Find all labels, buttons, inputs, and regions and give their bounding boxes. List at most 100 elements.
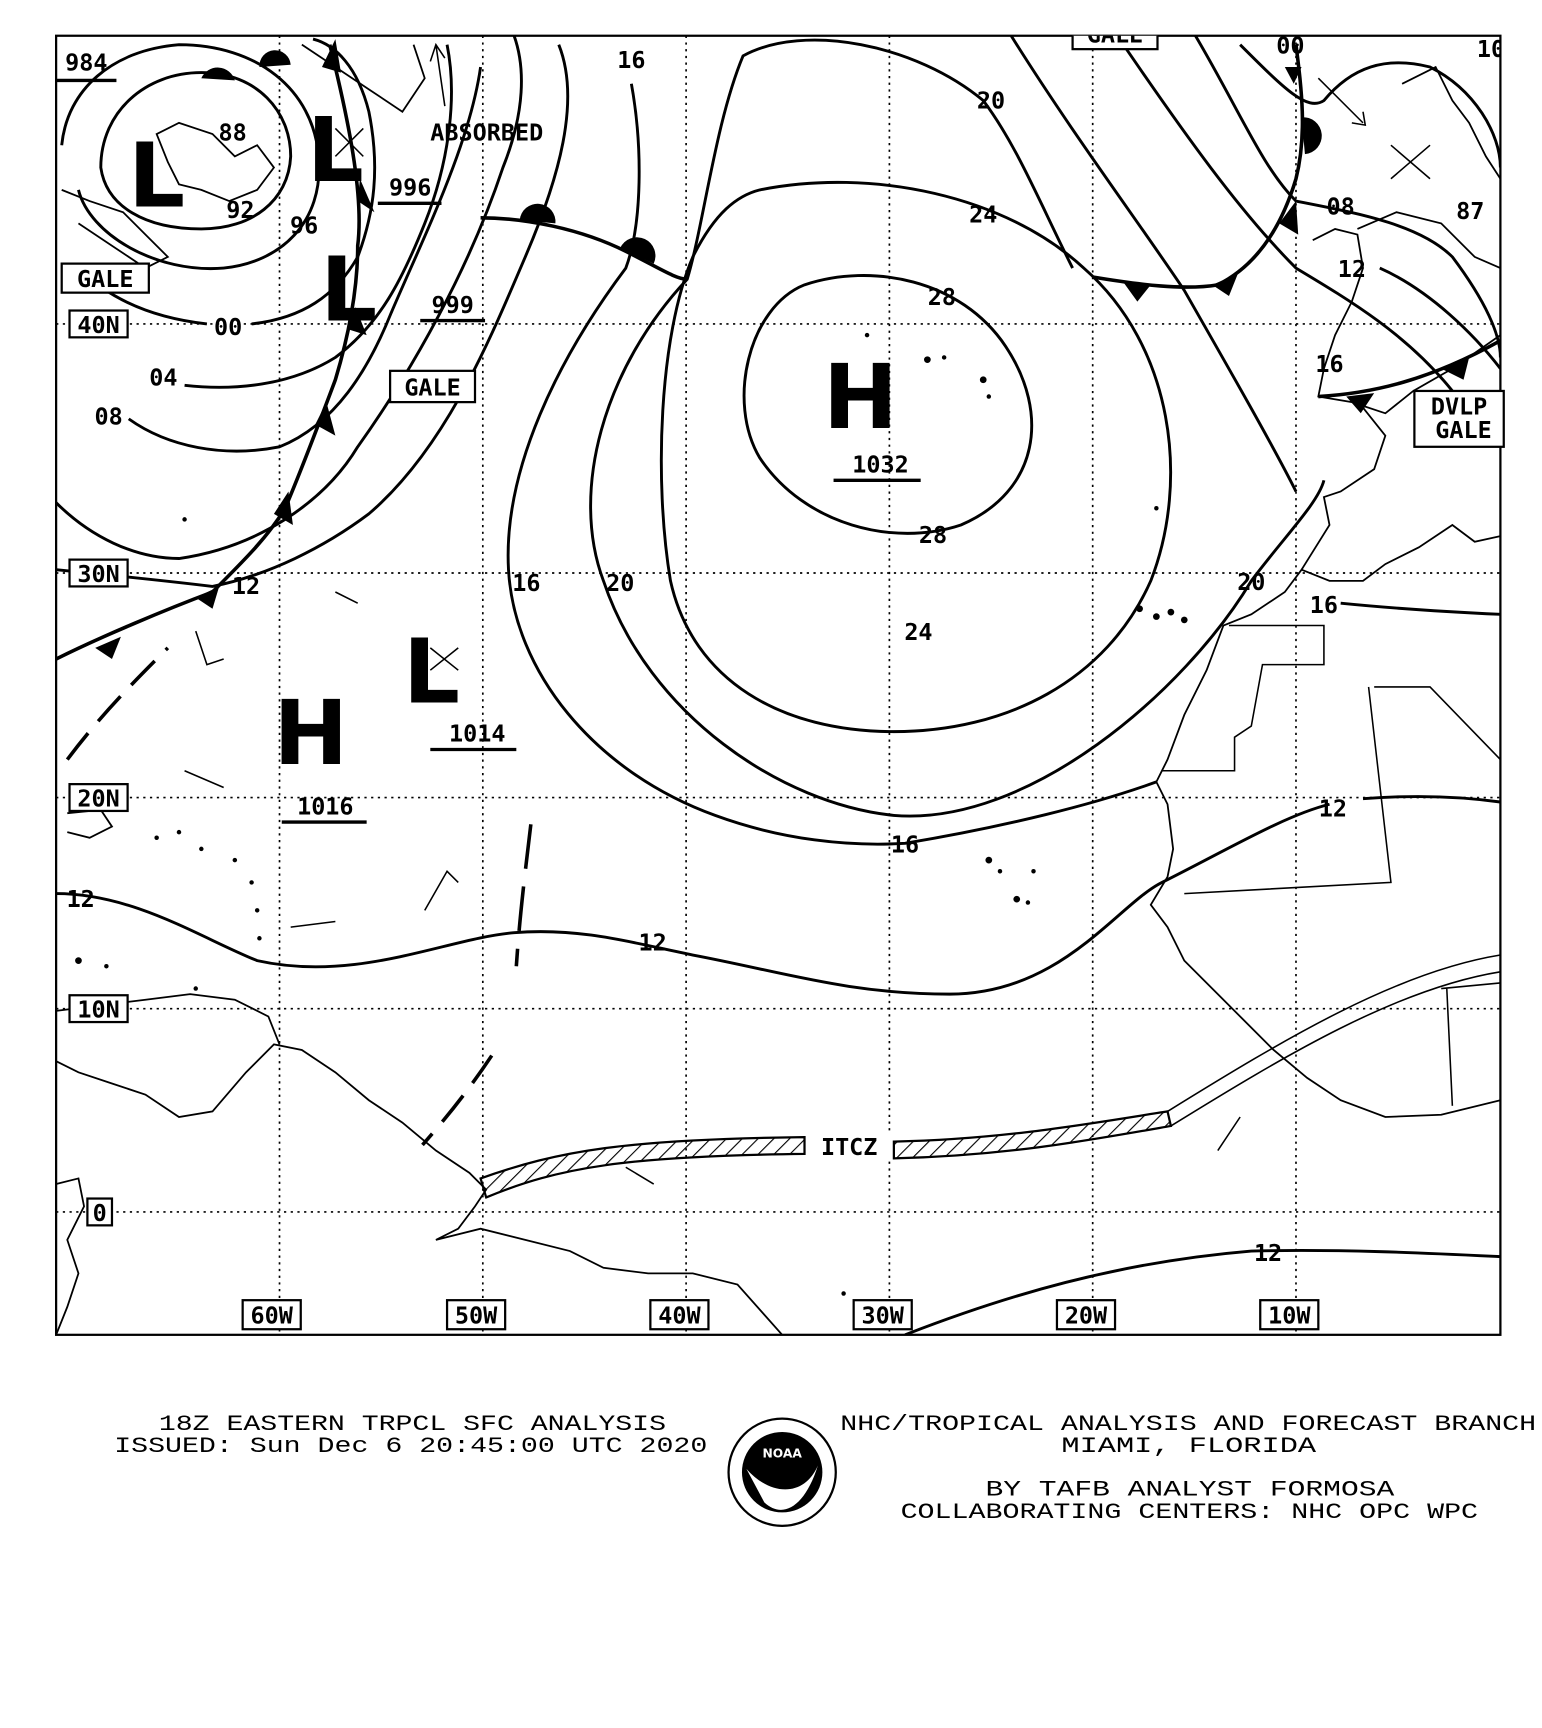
isobar-988-low <box>60 43 321 271</box>
isobar-label: 16 <box>891 830 919 858</box>
map-area <box>56 35 1501 1335</box>
isobar-label: 00 <box>214 313 242 341</box>
gale-warning-top: GALE <box>1087 20 1143 48</box>
lon-label-10w: 10W <box>1268 1302 1311 1330</box>
isobar-1016-east <box>1340 601 1501 616</box>
itcz-label: ITCZ <box>821 1133 877 1161</box>
collaborating-centers: COLLABORATING CENTERS: NHC OPC WPC <box>901 1499 1478 1525</box>
high-center-azores: H <box>823 346 898 450</box>
itcz-band <box>479 954 1501 1199</box>
lat-label-10n: 10N <box>77 996 119 1024</box>
isobar-1024 <box>659 180 1173 734</box>
coast-south-america <box>56 1043 783 1335</box>
east-front-symbols <box>1122 67 1322 302</box>
isobar-label: 16 <box>1310 591 1338 619</box>
low-pressure-996: 996 <box>389 173 431 201</box>
lat-label-40n: 40N <box>77 311 119 339</box>
isobar-label: 12 <box>1254 1239 1282 1267</box>
isobar-label: 08 <box>1327 192 1355 220</box>
warm-front <box>480 216 688 282</box>
stationary-front-iberia <box>1318 339 1501 399</box>
isobar-label: 12 <box>638 929 666 957</box>
low-pressure-984: 984 <box>65 48 107 76</box>
isobar-label: 28 <box>928 283 956 311</box>
cold-front-triangles <box>95 39 375 660</box>
isobar-labels: 16 20 24 28 28 24 20 16 16 20 16 12 12 1… <box>67 32 1485 1267</box>
trough-south <box>421 1054 494 1147</box>
isobar-label: 00 <box>1276 32 1304 60</box>
isobar-east-1 <box>1009 35 1298 493</box>
noaa-logo-text: NOAA <box>762 1447 802 1461</box>
isobar-1012-west <box>56 44 570 588</box>
isobar-label: 16 <box>617 46 645 74</box>
coast-newfoundland <box>155 121 276 203</box>
isobar-label: 20 <box>606 569 634 597</box>
isobar-label: 87 <box>1456 197 1484 225</box>
fronts <box>56 39 1501 1147</box>
iberia-front-triangles <box>1346 357 1470 414</box>
high-pressure-1032: 1032 <box>852 450 908 478</box>
isobar-1000-west <box>184 44 453 389</box>
monsoon-trough <box>1167 954 1501 1127</box>
low-center-999: L <box>320 239 377 343</box>
itcz-east <box>892 1110 1173 1160</box>
isobar-label: 16 <box>512 569 540 597</box>
isobar-1000-east <box>1239 43 1501 168</box>
isobar-label: 08 <box>95 402 123 430</box>
analyst: BY TAFB ANALYST FORMOSA <box>985 1477 1395 1503</box>
gale-warning-west: GALE <box>77 265 133 293</box>
isobar-label: 20 <box>977 86 1005 114</box>
top-right-partial-label: 10 <box>1477 35 1505 63</box>
lon-label-20w: 20W <box>1065 1302 1108 1330</box>
isobar-label: 28 <box>919 521 947 549</box>
lon-label-50w: 50W <box>455 1302 498 1330</box>
isobar-label: 96 <box>290 211 318 239</box>
longitude-labels: 60W 50W 40W 30W 20W 10W <box>241 1299 1320 1331</box>
footer: 18Z EASTERN TRPCL SFC ANALYSIS ISSUED: S… <box>114 1411 1536 1527</box>
isobar-label: 12 <box>232 572 260 600</box>
lat-label-30n: 30N <box>77 560 119 588</box>
coast-hispaniola <box>67 808 114 839</box>
coast-morocco <box>1300 407 1387 571</box>
coast-uk <box>1401 65 1501 180</box>
lat-label-20n: 20N <box>77 784 119 812</box>
trough-west <box>65 646 170 761</box>
low-center-central: L <box>403 621 460 725</box>
high-center-west: H <box>273 682 348 786</box>
lat-lon-grid <box>56 35 1501 1335</box>
organization: NHC/TROPICAL ANALYSIS AND FORECAST BRANC… <box>840 1411 1536 1437</box>
isobar-label: 88 <box>218 119 246 147</box>
issued-time: ISSUED: Sun Dec 6 20:45:00 UTC 2020 <box>114 1433 707 1459</box>
itcz-west <box>479 1135 806 1199</box>
isobar-1012-ne <box>1379 266 1501 370</box>
isobar-label: 12 <box>1319 795 1347 823</box>
coast-central-america <box>56 1177 85 1335</box>
lon-label-60w: 60W <box>251 1302 294 1330</box>
coast-france <box>1357 211 1501 269</box>
dvlp-label: DVLP <box>1431 392 1487 420</box>
dvlp-gale-label: GALE <box>1435 416 1491 444</box>
noaa-logo: NOAA <box>727 1417 837 1527</box>
lat-label-0: 0 <box>93 1199 107 1227</box>
isobar-1008-east <box>1194 35 1501 358</box>
isobar-label: 20 <box>1237 568 1265 596</box>
low-pressure-999: 999 <box>431 291 473 319</box>
isobar-label: 16 <box>1315 350 1343 378</box>
isobar-1012-south <box>904 1248 1501 1335</box>
isobar-984-low <box>99 71 293 231</box>
gale-warning-central: GALE <box>404 373 460 401</box>
low-center-north: L <box>307 99 364 203</box>
low-pressure-1014: 1014 <box>449 720 505 748</box>
isobar-1012-east <box>1362 795 1501 804</box>
high-pressure-1016: 1016 <box>297 792 353 820</box>
low-center-northwest: L <box>128 125 185 229</box>
isobar-label: 24 <box>904 618 932 646</box>
isobar-1016 <box>506 83 1157 846</box>
isobar-label: 04 <box>149 363 177 391</box>
latitude-labels: 40N 30N 20N 10N 0 <box>68 309 129 1227</box>
lon-label-30w: 30W <box>862 1302 905 1330</box>
isobar-label: 12 <box>67 885 95 913</box>
warm-front-semicircles <box>201 50 656 264</box>
isobar-label: 92 <box>226 196 254 224</box>
